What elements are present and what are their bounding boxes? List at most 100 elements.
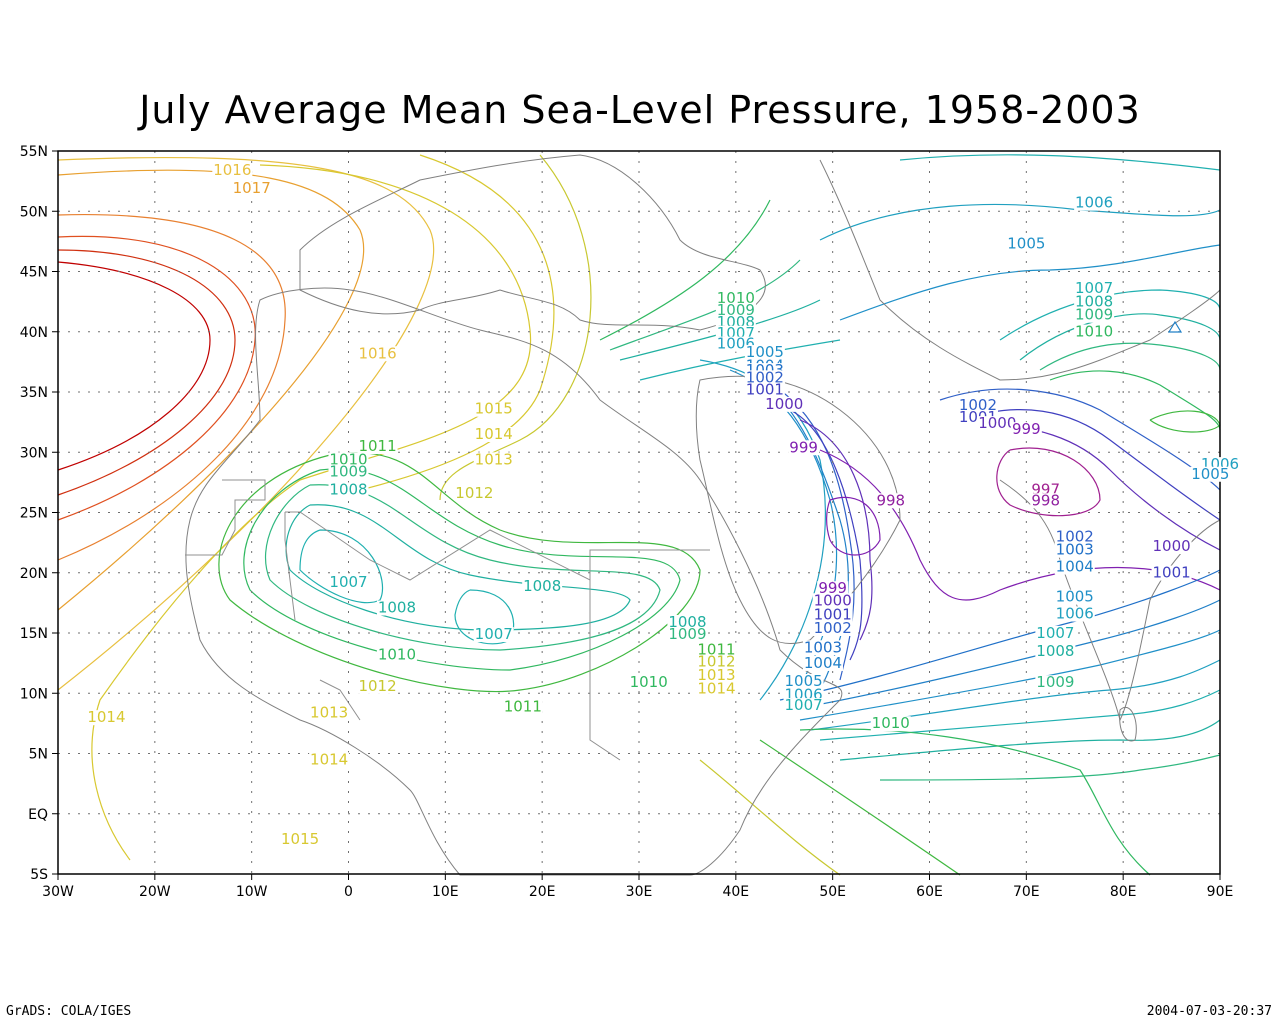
- isobar-line: [1149, 410, 1221, 433]
- isobar-label: 1003: [1056, 541, 1094, 559]
- isobar-label-background: [309, 752, 350, 768]
- graticule-grid: [58, 151, 1220, 874]
- isobar-line: [359, 154, 555, 491]
- madagascar-coastline: [1119, 707, 1137, 742]
- x-tick-label: 90E: [1207, 884, 1234, 900]
- isobar-label: 1017: [233, 179, 271, 197]
- footer-timestamp: 2004-07-03-20:37: [1146, 1004, 1272, 1019]
- isobar-label: 998: [876, 491, 905, 509]
- isobar-line: [439, 154, 592, 501]
- isobar-label: 1012: [358, 677, 396, 695]
- isobar-label: 1012: [697, 653, 735, 671]
- isobar-label-background: [473, 401, 514, 417]
- isobar-label: 1012: [455, 484, 493, 502]
- isobar-label-background: [812, 621, 853, 636]
- isobar-label-background: [1010, 422, 1042, 438]
- isobar-label: 1008: [378, 599, 416, 617]
- isobar-label: 1008: [668, 613, 706, 631]
- y-tick-label: 10N: [20, 686, 48, 702]
- isobar-line: [979, 426, 1221, 551]
- isobar-line: [999, 289, 1221, 341]
- isobar-label-background: [696, 681, 737, 697]
- isobar-label-background: [1074, 195, 1115, 211]
- isobar-label-background: [744, 382, 785, 398]
- isobar-label: 999: [789, 438, 818, 456]
- isobar-label: 1004: [804, 654, 842, 672]
- x-tick-label: 60E: [916, 884, 943, 900]
- x-tick-label: 80E: [1110, 884, 1137, 900]
- y-axis-ticks: 5S EQ 5N 10N 15N 20N 25N 30N 35N 40N 45N 50N 55N: [20, 144, 58, 883]
- border-line: [589, 550, 621, 761]
- isobar-label-background: [744, 345, 785, 361]
- isobar-label-background: [744, 370, 785, 386]
- isobar-label-background: [783, 698, 824, 714]
- isobar-label-background: [1074, 307, 1115, 323]
- isobar-label: 1001: [1152, 564, 1190, 582]
- y-tick-label: 50N: [20, 204, 48, 220]
- isobar-label: 1008: [1075, 292, 1113, 310]
- isobar-label-background: [1151, 565, 1192, 581]
- isobar-label-background: [1190, 466, 1231, 482]
- isobar-label: 1009: [1036, 673, 1074, 691]
- isobar-label-background: [715, 302, 756, 318]
- isobar-label: 1007: [785, 696, 823, 714]
- isobar-line: [779, 389, 855, 681]
- isobar-label: 1014: [310, 750, 348, 768]
- isobar-label-background: [667, 627, 708, 643]
- isobar-label: 1009: [717, 301, 755, 319]
- y-tick-label: 5S: [30, 867, 48, 883]
- isobar-label-background: [817, 581, 849, 597]
- isobar-label: 1007: [1036, 624, 1074, 642]
- isobar-line: [699, 759, 841, 876]
- isobar-label-background: [802, 640, 843, 656]
- isobar-label-background: [667, 614, 708, 630]
- isobar-line: [57, 235, 256, 521]
- isobar-label: 1001: [814, 606, 852, 624]
- isobar-line: [57, 169, 365, 611]
- isobar-line: [57, 249, 236, 496]
- isobar-label-background: [454, 486, 495, 502]
- isobar-label-background: [280, 831, 321, 847]
- isobar-label-background: [328, 482, 369, 498]
- india-coastline: [999, 479, 1221, 722]
- isobar-label: 1010: [378, 646, 416, 664]
- isobar-line: [243, 468, 681, 671]
- isobar-label-background: [376, 647, 417, 663]
- isobar-label-background: [957, 398, 998, 414]
- isobar-line: [779, 569, 1221, 701]
- isobar-label: 999: [818, 579, 847, 597]
- isobar-line: [959, 409, 1221, 521]
- isobar-line: [299, 529, 384, 604]
- isobar-label: 1002: [814, 619, 852, 637]
- isobar-label: 1008: [1036, 642, 1074, 660]
- isobar-label: 1007: [329, 573, 367, 591]
- isobar-line: [799, 419, 873, 641]
- border-line: [319, 679, 361, 721]
- isobar-label-background: [783, 674, 824, 690]
- isobar-line: [839, 719, 1221, 761]
- x-tick-label: 10E: [432, 884, 459, 900]
- isobar-label-background: [1054, 559, 1095, 575]
- isobar-label-background: [696, 642, 737, 658]
- isobar-line: [839, 244, 1221, 321]
- isobar-label-background: [788, 440, 820, 456]
- isobar-label-background: [715, 290, 756, 306]
- isobar-label-background: [870, 716, 911, 732]
- isobar-label-background: [473, 627, 514, 643]
- isobar-label: 1003: [804, 638, 842, 656]
- isobar-label-background: [357, 439, 398, 455]
- isobar-label: 1011: [504, 697, 542, 715]
- isobar-label: 1010: [329, 450, 367, 468]
- isobar-label: 1000: [765, 395, 803, 413]
- isobar-label: 1008: [329, 480, 367, 498]
- isobar-label-background: [328, 575, 369, 591]
- x-tick-label: 70E: [1013, 884, 1040, 900]
- y-tick-label: 35N: [20, 385, 48, 401]
- isobar-label: 1008: [523, 577, 561, 595]
- isobar-label: 1006: [1075, 194, 1113, 212]
- isobar-label: 1016: [358, 344, 396, 362]
- africa-coastline: [185, 287, 843, 876]
- isobar-line: [609, 259, 801, 351]
- isobar-label-background: [1035, 675, 1076, 691]
